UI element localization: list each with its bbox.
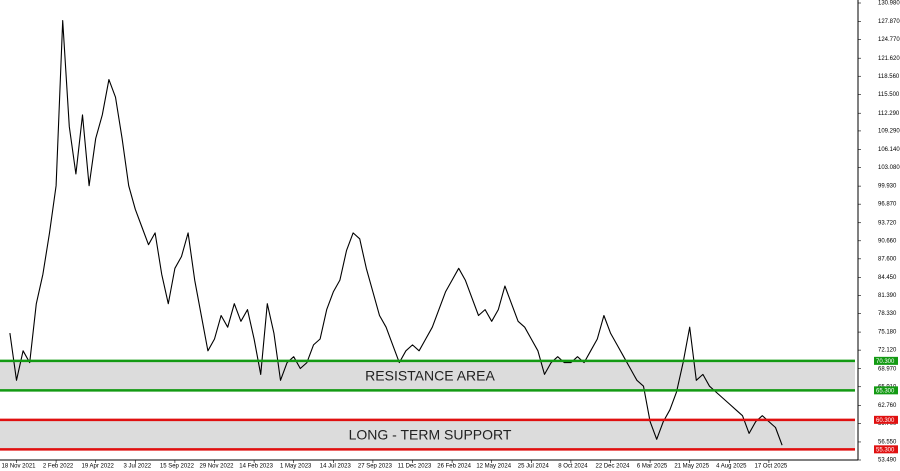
y-tick-label: 53.490 <box>878 458 897 464</box>
y-tick-label: 68.970 <box>878 366 897 372</box>
x-tick-label: 27 Sep 2023 <box>358 464 393 470</box>
y-tick-label: 118.560 <box>878 74 900 80</box>
y-tick-label: 72.120 <box>878 348 897 354</box>
price-tag-label: 70.300 <box>876 359 895 365</box>
x-tick-label: 26 Feb 2024 <box>437 464 471 470</box>
y-tick-label: 93.720 <box>878 220 897 226</box>
y-tick-label: 62.760 <box>878 403 897 409</box>
y-tick-label: 115.500 <box>878 92 900 98</box>
y-tick-label: 87.600 <box>878 256 897 262</box>
x-tick-label: 6 Mar 2025 <box>637 464 668 470</box>
x-tick-label: 15 Sep 2022 <box>160 464 195 470</box>
y-tick-label: 78.330 <box>878 311 897 317</box>
x-tick-label: 2 Feb 2022 <box>43 464 74 470</box>
x-tick-label: 19 Apr 2022 <box>82 464 115 470</box>
x-tick-label: 14 Feb 2023 <box>239 464 273 470</box>
price-tag-label: 65.300 <box>876 388 895 394</box>
x-tick-label: 1 May 2023 <box>280 464 312 470</box>
x-tick-label: 14 Jul 2023 <box>320 464 352 470</box>
x-tick-label: 29 Nov 2022 <box>199 464 234 470</box>
x-tick-label: 4 Aug 2025 <box>716 464 747 470</box>
price-tag <box>874 445 898 454</box>
price-tag <box>874 415 898 424</box>
x-tick-label: 8 Oct 2024 <box>558 464 588 470</box>
y-tick-label: 96.870 <box>878 202 897 208</box>
y-tick-label: 103.080 <box>878 165 900 171</box>
price-tag-label: 60.300 <box>876 418 895 424</box>
y-tick-label: 75.180 <box>878 330 897 336</box>
y-tick-label: 109.290 <box>878 128 900 134</box>
y-tick-label: 99.930 <box>878 184 897 190</box>
zone-band <box>0 419 855 450</box>
y-tick-label: 112.290 <box>878 111 900 117</box>
price-tag-label: 55.300 <box>876 447 895 453</box>
y-tick-label: 90.660 <box>878 238 897 244</box>
x-tick-label: 21 May 2025 <box>674 464 709 470</box>
y-tick-label: 130.980 <box>878 1 900 7</box>
x-tick-label: 22 Dec 2024 <box>595 464 630 470</box>
x-tick-label: 3 Jul 2022 <box>123 464 151 470</box>
y-tick-label: 81.390 <box>878 293 897 299</box>
price-tag <box>874 356 898 365</box>
y-tick-label: 84.450 <box>878 275 897 281</box>
x-tick-label: 18 Nov 2021 <box>1 464 36 470</box>
price-line <box>9 20 783 446</box>
zone-label: LONG - TERM SUPPORT <box>349 426 512 442</box>
zone-label: RESISTANCE AREA <box>365 367 495 383</box>
x-tick-label: 12 May 2024 <box>476 464 511 470</box>
y-tick-label: 127.870 <box>878 19 900 25</box>
x-tick-label: 17 Oct 2025 <box>755 464 788 470</box>
price-tag <box>874 386 898 395</box>
y-tick-label: 59.700 <box>878 421 897 427</box>
zone-band <box>0 360 855 391</box>
y-tick-label: 124.770 <box>878 37 900 43</box>
y-tick-label: 121.620 <box>878 56 900 62</box>
y-tick-label: 56.550 <box>878 440 897 446</box>
x-tick-label: 25 Jul 2024 <box>518 464 550 470</box>
x-tick-label: 11 Dec 2023 <box>398 464 432 470</box>
y-tick-label: 106.140 <box>878 147 900 153</box>
